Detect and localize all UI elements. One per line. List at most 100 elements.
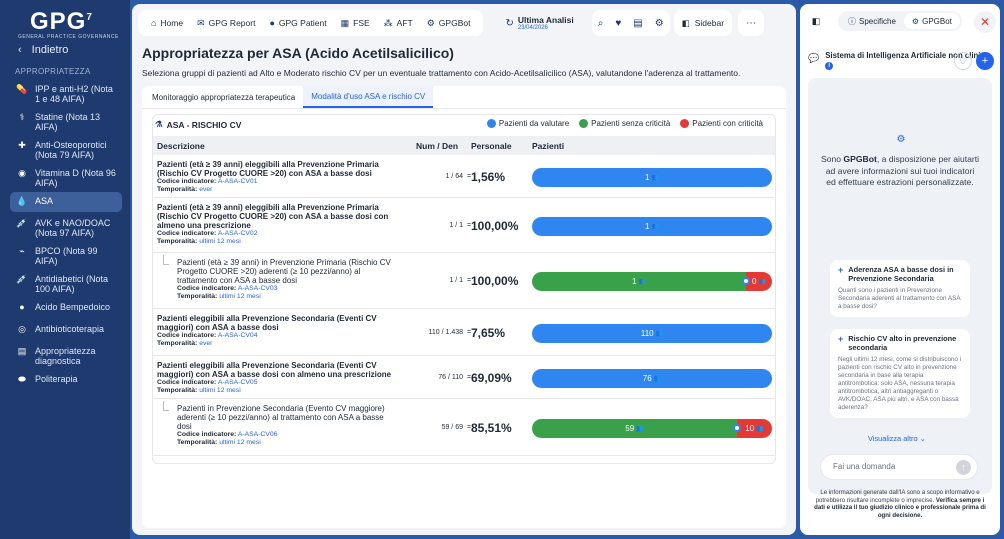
close-icon[interactable]: ✕ <box>974 11 996 33</box>
gear-icon[interactable]: ⚙ <box>654 17 664 29</box>
indicator-code-link[interactable]: A-ASA-CV03 <box>237 285 278 292</box>
sidebar-item-label: IPP e anti-H2 (Nota 1 e 48 AIFA) <box>35 84 113 104</box>
more-button[interactable]: ⋯ <box>738 10 765 36</box>
back-button[interactable]: ‹ Indietro <box>18 44 68 56</box>
sidebar-item-5[interactable]: 💉 AVK e NAO/DOAC (Nota 97 AIFA) <box>10 214 122 240</box>
sidebar-item-10[interactable]: ▤ Appropriatezza diagnostica <box>10 342 122 368</box>
row-numden: 1 / 1 <box>449 222 463 229</box>
collapse-panel-icon[interactable]: ◧ <box>811 16 821 26</box>
indicator-code-link[interactable]: A-ASA-CV01 <box>217 178 258 185</box>
table-row[interactable]: Pazienti eleggibili alla Prevenzione Sec… <box>153 356 775 399</box>
indicator-code-link[interactable]: A-ASA-CV06 <box>237 431 278 438</box>
sidebar-item-8[interactable]: ● Acido Bempedoico <box>10 298 122 318</box>
row-description: Pazienti (età ≥ 39 anni) eleggibili alla… <box>157 160 397 194</box>
sidebar-item-2[interactable]: ✚ Anti-Osteoporotici (Nota 79 AIFA) <box>10 136 122 162</box>
tab-0[interactable]: Monitoraggio appropriatezza terapeutica <box>152 93 296 102</box>
threshold-marker <box>742 277 750 285</box>
lungs-icon: ⌁ <box>19 246 25 256</box>
gpg-logo[interactable]: GPG7 <box>30 8 93 35</box>
section-label: APPROPRIATEZZA <box>15 67 91 76</box>
more-icon: ⋯ <box>746 17 757 29</box>
sidebar-item-label: Acido Bempedoico <box>35 302 111 312</box>
bar-segment-blue[interactable]: 110 👥 <box>532 324 772 343</box>
rp-tab-1[interactable]: ⚙ GPGBot <box>903 13 960 29</box>
chat-input-placeholder: Fai una domanda <box>833 462 896 471</box>
table-row[interactable]: Pazienti in Prevenzione Secondaria (Even… <box>153 399 775 456</box>
suggestion-card[interactable]: + Rischio CV alto in prevenzione secondar… <box>830 329 970 418</box>
bar-segment-red[interactable]: 10 👥 <box>737 419 772 438</box>
right-panel: ◧ ⓘ Specifiche ⚙ GPGBot ✕ 💬 Sistema di Inte… <box>800 4 1000 535</box>
topnav-5[interactable]: ⚙ GPGBot <box>420 18 478 29</box>
topnav-3[interactable]: ▦ FSE <box>334 18 377 29</box>
bar-segment-green[interactable]: 59 👥 <box>532 419 737 438</box>
topnav-1[interactable]: ✉ GPG Report <box>190 18 262 29</box>
legend-item: Pazienti da valutare <box>486 119 569 128</box>
table-row[interactable]: Pazienti (età ≥ 39 anni) eleggibili alla… <box>153 155 775 198</box>
tab-1[interactable]: Modalità d'uso ASA e rischio CV <box>303 86 434 108</box>
vitamin-icon: ◉ <box>18 168 26 178</box>
sidebar-item-9[interactable]: ◎ Antibioticoterapia <box>10 320 122 340</box>
pills-icon: 💊 <box>16 84 28 94</box>
row-percentage: 7,65% <box>471 326 506 340</box>
sidebar-item-3[interactable]: ◉ Vitamina D (Nota 96 AIFA) <box>10 164 122 190</box>
topnav-4[interactable]: ⁂ AFT <box>377 18 420 29</box>
bar-segment-blue[interactable]: 1 👥 <box>532 168 772 187</box>
sidebar-item-7[interactable]: 💉 Antidiabetici (Nota 100 AIFA) <box>10 270 122 296</box>
sidebar-item-6[interactable]: ⌁ BPCO (Nota 99 AIFA) <box>10 242 122 268</box>
sidebar-item-0[interactable]: 💊 IPP e anti-H2 (Nota 1 e 48 AIFA) <box>10 80 122 106</box>
row-title: Pazienti (età ≥ 39 anni) in Prevenzione … <box>177 258 391 285</box>
topnav-2[interactable]: ● GPG Patient <box>262 18 333 28</box>
legend: Pazienti da valutare Pazienti senza criti… <box>486 119 763 128</box>
topnav-label: GPG Patient <box>278 18 327 28</box>
sidebar-item-4[interactable]: 💧 ASA <box>10 192 122 212</box>
chat-input[interactable]: Fai una domanda ↑ <box>820 454 978 480</box>
rp-tab-0[interactable]: ⓘ Specifiche <box>840 13 904 29</box>
topnav-0[interactable]: ⌂ Home <box>144 18 190 28</box>
search-icon[interactable]: ⌕ <box>597 17 604 29</box>
patient-bar[interactable]: 110 👥 <box>532 324 772 343</box>
bot-icon: ⚙ <box>426 17 435 28</box>
patient-bar[interactable]: 76 👥 <box>532 369 772 388</box>
drops-icon: 💧 <box>16 196 28 206</box>
row-code: Codice indicatore: A-ASA-CV03 <box>177 285 278 292</box>
patient-bar[interactable]: 1 👥 0 👥 <box>532 272 772 291</box>
patient-bar[interactable]: 59 👥 10 👥 <box>532 419 772 438</box>
bot-header-title: Sistema di Intelligenza Artificiale non … <box>825 51 990 60</box>
capsules-icon: ⬬ <box>18 374 26 384</box>
row-temporalita: Temporalità: ultimi 12 mesi <box>177 292 261 300</box>
book-icon[interactable]: ▤ <box>633 17 643 29</box>
info-icon[interactable]: i <box>825 62 834 70</box>
bar-segment-red[interactable]: 0 👥 <box>746 272 772 291</box>
indicator-code-link[interactable]: A-ASA-CV05 <box>217 379 258 386</box>
table-row[interactable]: Pazienti (età ≥ 39 anni) in Prevenzione … <box>153 253 775 309</box>
sidebar-item-label: Statine (Nota 13 AIFA) <box>35 112 101 132</box>
favorite-heart-icon[interactable]: ♡ <box>954 52 972 70</box>
bar-segment-blue[interactable]: 76 👥 <box>532 369 772 388</box>
table-row[interactable]: Pazienti (età ≥ 39 anni) eleggibili alla… <box>153 198 775 253</box>
col-personale: Personale <box>471 140 512 151</box>
sidebar-toggle-button[interactable]: ◧ Sidebar <box>673 10 733 36</box>
suggestion-card[interactable]: + Aderenza ASA a basse dosi in Prevenzion… <box>830 260 970 317</box>
home-icon: ⌂ <box>151 18 157 28</box>
heart-icon[interactable]: ♥ <box>615 17 622 29</box>
indicator-code-link[interactable]: A-ASA-CV02 <box>217 230 258 237</box>
new-chat-button[interactable]: + <box>976 52 994 70</box>
ultima-analisi[interactable]: ↻ Ultima Analisi 23/04/2026 <box>505 15 573 31</box>
card-body: Quanti sono i pazienti in Prevenzione Se… <box>838 287 961 310</box>
indicator-code-link[interactable]: A-ASA-CV04 <box>217 332 258 339</box>
table-row[interactable]: Pazienti eleggibili alla Prevenzione Sec… <box>153 309 775 356</box>
pill-icon: ● <box>19 302 25 312</box>
see-more-link[interactable]: Visualizza altro ⌄ <box>868 434 926 443</box>
syringe-icon: 💉 <box>16 218 28 228</box>
sidebar-item-1[interactable]: ⚕ Statine (Nota 13 AIFA) <box>10 108 122 134</box>
row-equals: = <box>467 277 472 284</box>
bar-segment-blue[interactable]: 1 👥 <box>532 217 772 236</box>
send-icon[interactable]: ↑ <box>956 460 971 475</box>
patient-bar[interactable]: 1 👥 <box>532 168 772 187</box>
file-icon: ▤ <box>17 346 27 356</box>
sidebar-item-11[interactable]: ⬬ Politerapia <box>10 370 122 390</box>
bar-segment-green[interactable]: 1 👥 <box>532 272 746 291</box>
row-percentage: 85,51% <box>471 421 512 435</box>
patient-bar[interactable]: 1 👥 <box>532 217 772 236</box>
row-numden: 1 / 64 <box>445 173 463 180</box>
